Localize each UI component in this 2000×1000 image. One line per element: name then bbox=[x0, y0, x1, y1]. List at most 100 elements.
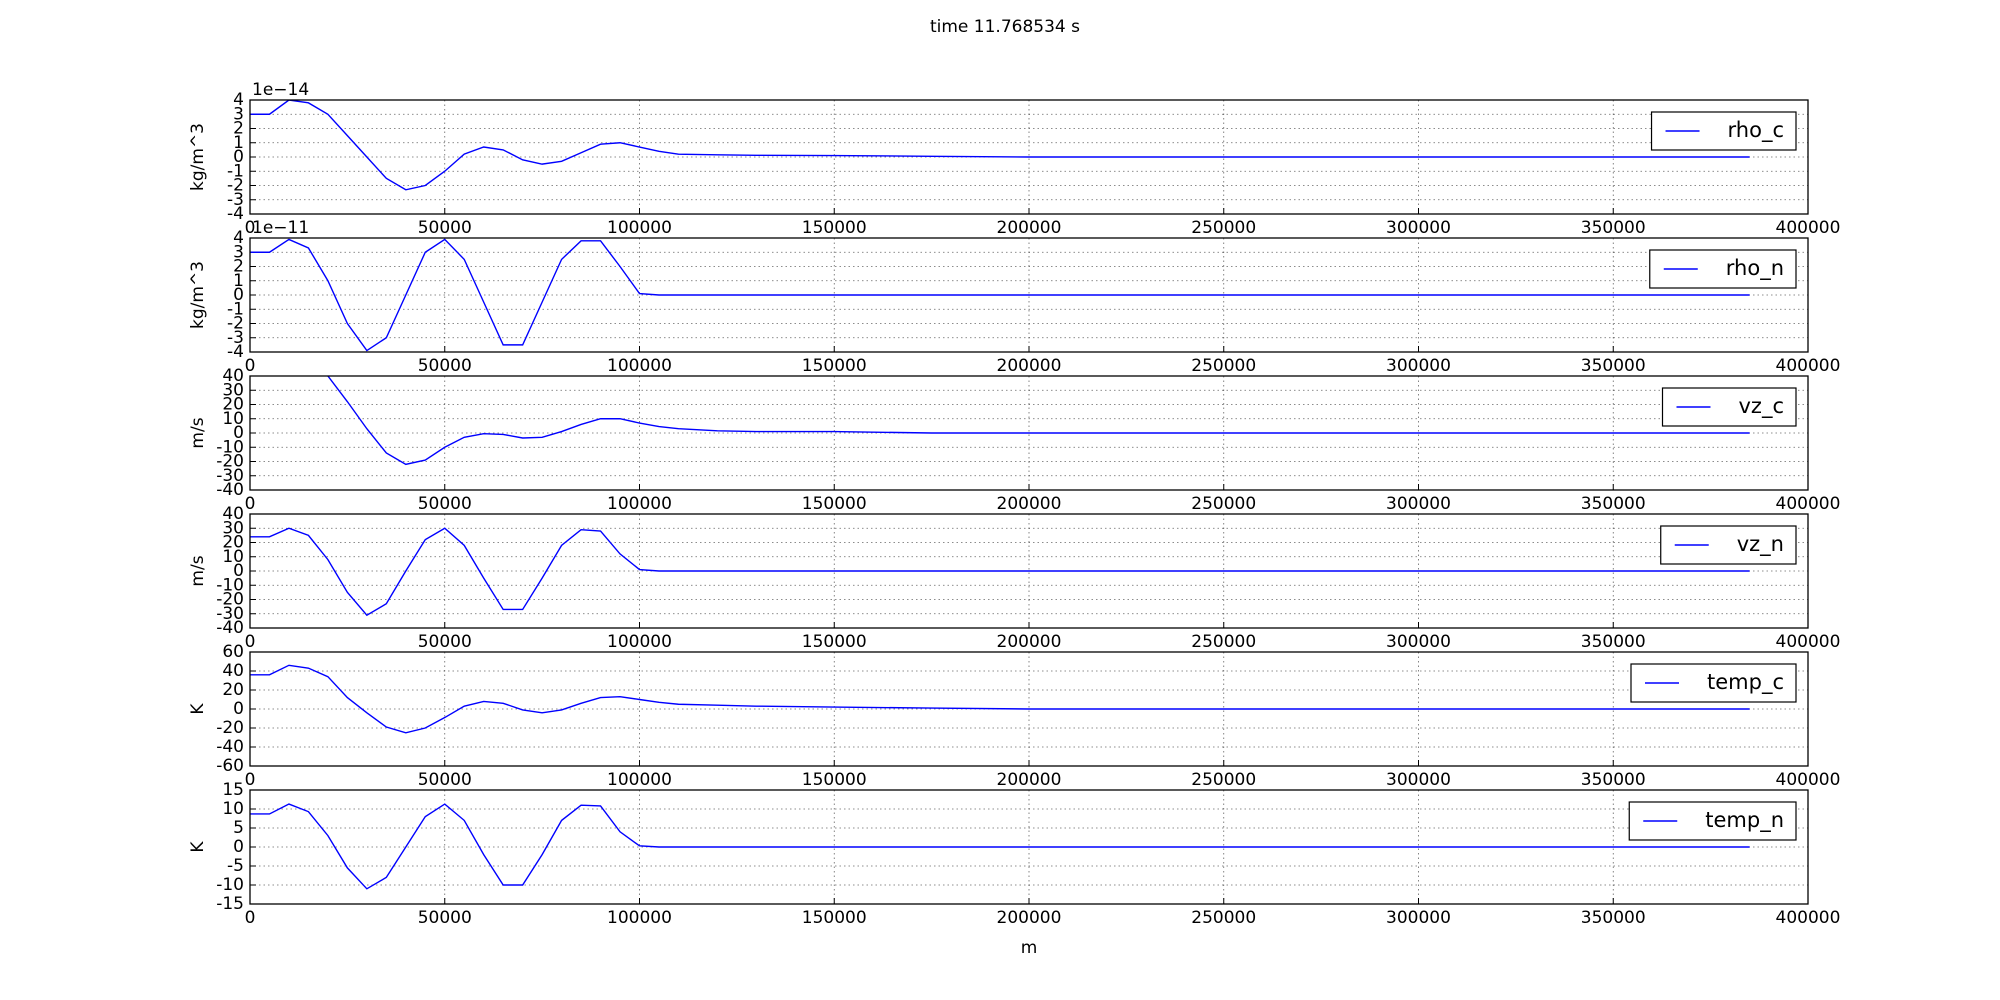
y-tick-label: 20 bbox=[222, 395, 244, 415]
y-tick-label: -1 bbox=[227, 299, 244, 319]
x-tick-label: 300000 bbox=[1386, 632, 1451, 652]
legend-label: temp_c bbox=[1707, 670, 1784, 695]
x-tick-label: 150000 bbox=[802, 908, 867, 928]
x-tick-label: 0 bbox=[245, 908, 256, 928]
y-axis-label: K bbox=[188, 703, 208, 715]
x-tick-label: 150000 bbox=[802, 632, 867, 652]
x-tick-label: 300000 bbox=[1386, 356, 1451, 376]
y-tick-label: 4 bbox=[233, 228, 244, 248]
x-tick-label: 200000 bbox=[997, 908, 1062, 928]
x-tick-label: 300000 bbox=[1386, 218, 1451, 238]
x-tick-label: 400000 bbox=[1776, 770, 1841, 790]
legend: temp_c bbox=[1630, 663, 1797, 703]
x-tick-label: 50000 bbox=[418, 908, 472, 928]
y-tick-label: 20 bbox=[222, 533, 244, 553]
legend-label: rho_n bbox=[1726, 256, 1784, 281]
x-tick-label: 100000 bbox=[607, 908, 672, 928]
x-tick-label: 250000 bbox=[1191, 218, 1256, 238]
y-tick-label: 60 bbox=[222, 642, 244, 662]
y-tick-label: 40 bbox=[222, 504, 244, 524]
y-tick-label: -20 bbox=[216, 452, 244, 472]
x-tick-label: 50000 bbox=[418, 356, 472, 376]
y-tick-label: -15 bbox=[216, 894, 244, 914]
axes-frame bbox=[249, 651, 1809, 767]
x-tick-label: 150000 bbox=[802, 356, 867, 376]
y-tick-label: -40 bbox=[216, 618, 244, 638]
x-tick-label: 300000 bbox=[1386, 494, 1451, 514]
y-tick-label: 20 bbox=[222, 680, 244, 700]
x-tick-label: 100000 bbox=[607, 770, 672, 790]
subplot: 0 50000 100000 150000 200000 250000 300000 3500… bbox=[188, 218, 1840, 376]
y-tick-label: -30 bbox=[216, 604, 244, 624]
y-tick-label: -40 bbox=[216, 480, 244, 500]
x-tick-label: 200000 bbox=[997, 218, 1062, 238]
x-tick-label: 350000 bbox=[1581, 494, 1646, 514]
legend-label: rho_c bbox=[1728, 118, 1784, 143]
y-tick-label: 4 bbox=[233, 90, 244, 110]
legend: rho_n bbox=[1649, 249, 1797, 289]
x-tick-label: 50000 bbox=[418, 632, 472, 652]
legend: vz_n bbox=[1660, 525, 1797, 565]
y-tick-label: 5 bbox=[233, 818, 244, 838]
x-tick-label: 400000 bbox=[1776, 356, 1841, 376]
y-axis-label: K bbox=[188, 841, 208, 853]
y-tick-label: 15 bbox=[222, 780, 244, 800]
subplot: 0 50000 100000 150000 200000 250000 300000 3500… bbox=[188, 642, 1840, 790]
y-tick-label: 40 bbox=[222, 366, 244, 386]
y-tick-label: 10 bbox=[222, 409, 244, 429]
data-line bbox=[326, 376, 1750, 466]
y-tick-label: 30 bbox=[222, 518, 244, 538]
x-tick-label: 350000 bbox=[1581, 908, 1646, 928]
offset-text: 1e−14 bbox=[252, 80, 309, 100]
y-tick-label: 2 bbox=[233, 119, 244, 139]
y-tick-label: -20 bbox=[216, 718, 244, 738]
y-tick-label: 0 bbox=[233, 837, 244, 857]
y-tick-label: -20 bbox=[216, 590, 244, 610]
subplot: 0 50000 100000 150000 200000 250000 300000 3500… bbox=[188, 504, 1840, 652]
x-tick-label: 100000 bbox=[607, 632, 672, 652]
axes-frame bbox=[249, 789, 1809, 905]
axes-frame bbox=[249, 513, 1809, 629]
x-tick-label: 150000 bbox=[802, 218, 867, 238]
data-line bbox=[250, 527, 1750, 617]
x-tick-label: 350000 bbox=[1581, 632, 1646, 652]
y-tick-label: -10 bbox=[216, 875, 244, 895]
y-axis-label: m/s bbox=[188, 417, 208, 448]
y-tick-label: 0 bbox=[233, 561, 244, 581]
y-tick-label: 10 bbox=[222, 799, 244, 819]
x-tick-label: 0 bbox=[245, 632, 256, 652]
x-tick-label: 250000 bbox=[1191, 770, 1256, 790]
legend-label: vz_n bbox=[1737, 532, 1784, 557]
offset-text: 1e−11 bbox=[252, 218, 309, 238]
x-tick-label: 350000 bbox=[1581, 356, 1646, 376]
subplot: 0 50000 100000 150000 200000 250000 300000 3500… bbox=[188, 80, 1840, 238]
x-axis-label: m bbox=[1021, 938, 1038, 958]
x-tick-label: 150000 bbox=[802, 494, 867, 514]
y-axis-label: kg/m^3 bbox=[188, 261, 208, 329]
x-tick-label: 250000 bbox=[1191, 356, 1256, 376]
y-tick-label: 0 bbox=[233, 147, 244, 167]
x-tick-label: 150000 bbox=[802, 770, 867, 790]
x-tick-label: 200000 bbox=[997, 494, 1062, 514]
data-line bbox=[250, 664, 1750, 734]
y-tick-label: -10 bbox=[216, 575, 244, 595]
y-tick-label: 10 bbox=[222, 547, 244, 567]
x-tick-label: 400000 bbox=[1776, 218, 1841, 238]
y-tick-label: 30 bbox=[222, 380, 244, 400]
x-tick-label: 350000 bbox=[1581, 218, 1646, 238]
y-tick-label: 0 bbox=[233, 285, 244, 305]
data-line bbox=[250, 803, 1750, 890]
y-tick-label: 2 bbox=[233, 257, 244, 277]
x-tick-label: 0 bbox=[245, 494, 256, 514]
y-tick-label: -3 bbox=[227, 190, 244, 210]
x-tick-label: 50000 bbox=[418, 218, 472, 238]
legend-label: temp_n bbox=[1705, 808, 1784, 833]
x-tick-label: 200000 bbox=[997, 356, 1062, 376]
y-tick-label: -30 bbox=[216, 466, 244, 486]
x-tick-label: 400000 bbox=[1776, 908, 1841, 928]
y-tick-label: -2 bbox=[227, 314, 244, 334]
legend: vz_c bbox=[1661, 387, 1797, 427]
y-tick-label: -1 bbox=[227, 161, 244, 181]
y-tick-label: -5 bbox=[227, 856, 244, 876]
